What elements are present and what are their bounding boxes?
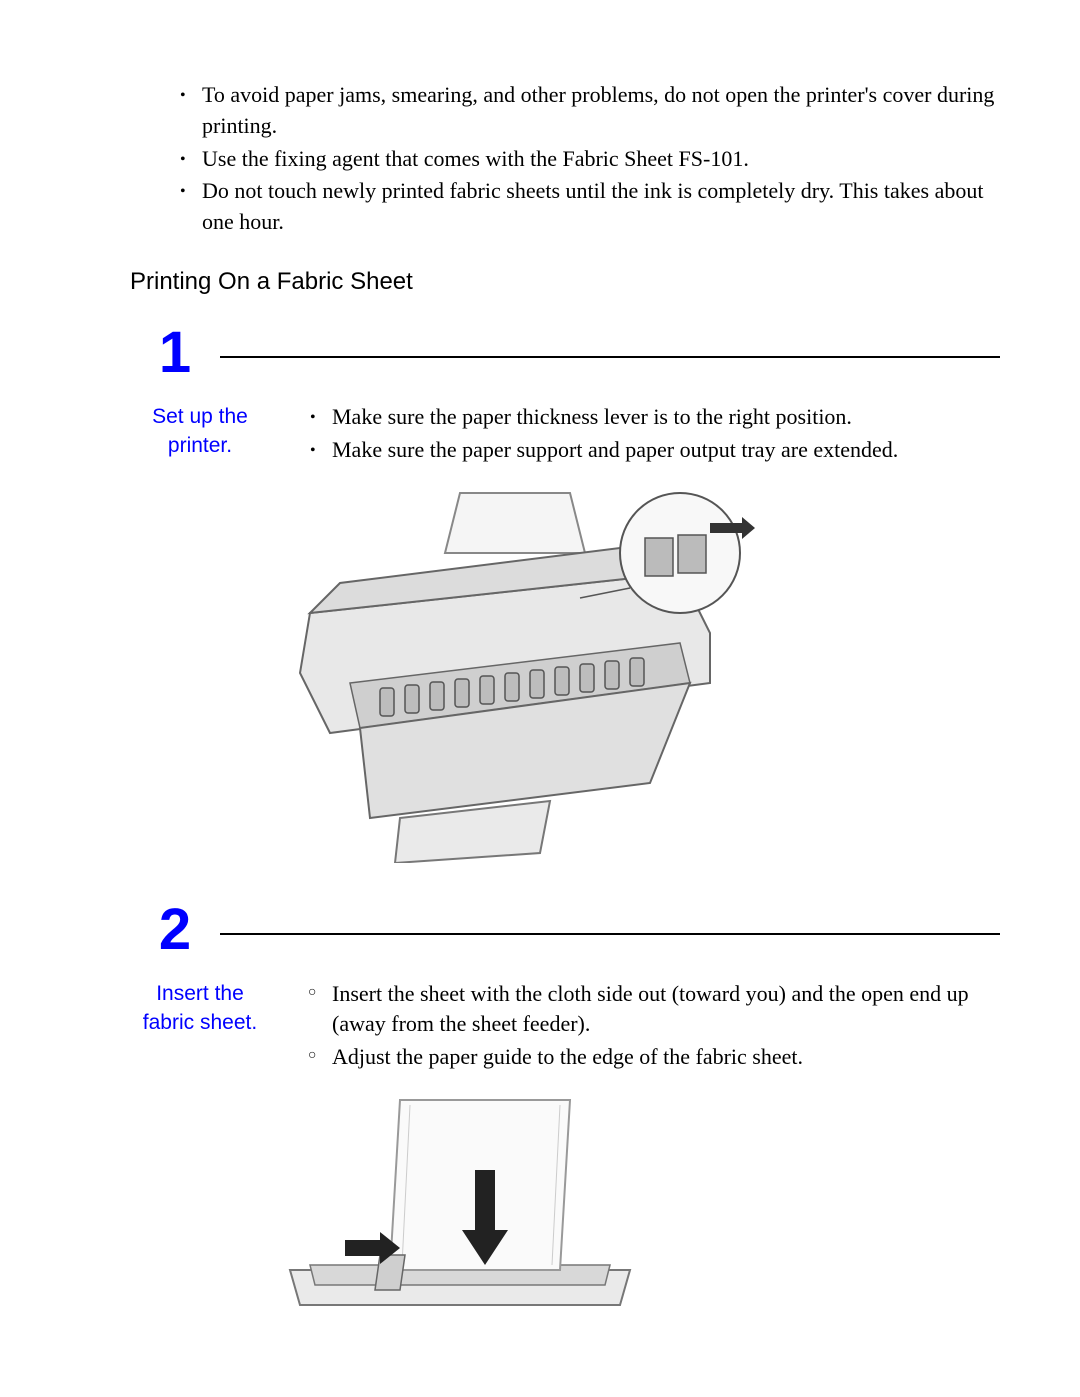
intro-bullet: Do not touch newly printed fabric sheets… [180, 176, 1000, 238]
step-header: 1 [130, 316, 1000, 382]
intro-bullet: To avoid paper jams, smearing, and other… [180, 80, 1000, 142]
printer-illustration [250, 483, 1000, 863]
intro-bullet-list: To avoid paper jams, smearing, and other… [180, 80, 1000, 238]
intro-bullet: Use the fixing agent that comes with the… [180, 144, 1000, 175]
step-content: Insert the sheet with the cloth side out… [280, 979, 1000, 1075]
step-content: Make sure the paper thickness lever is t… [280, 402, 1000, 468]
step-divider [220, 933, 1000, 935]
step-number: 1 [130, 316, 220, 382]
step-label: Set up the printer. [130, 402, 280, 468]
section-heading: Printing On a Fabric Sheet [130, 268, 1000, 296]
step-body: Insert the fabric sheet. Insert the shee… [130, 979, 1000, 1075]
step-label: Insert the fabric sheet. [130, 979, 280, 1075]
step-number: 2 [130, 893, 220, 959]
step-bullet: Insert the sheet with the cloth side out… [310, 979, 1000, 1041]
page: To avoid paper jams, smearing, and other… [0, 0, 1080, 1380]
step-bullet: Adjust the paper guide to the edge of th… [310, 1042, 1000, 1073]
insert-sheet-illustration [250, 1090, 1000, 1310]
step-divider [220, 356, 1000, 358]
step-header: 2 [130, 893, 1000, 959]
step-bullet: Make sure the paper thickness lever is t… [310, 402, 1000, 433]
step-bullet: Make sure the paper support and paper ou… [310, 435, 1000, 466]
step-body: Set up the printer. Make sure the paper … [130, 402, 1000, 468]
